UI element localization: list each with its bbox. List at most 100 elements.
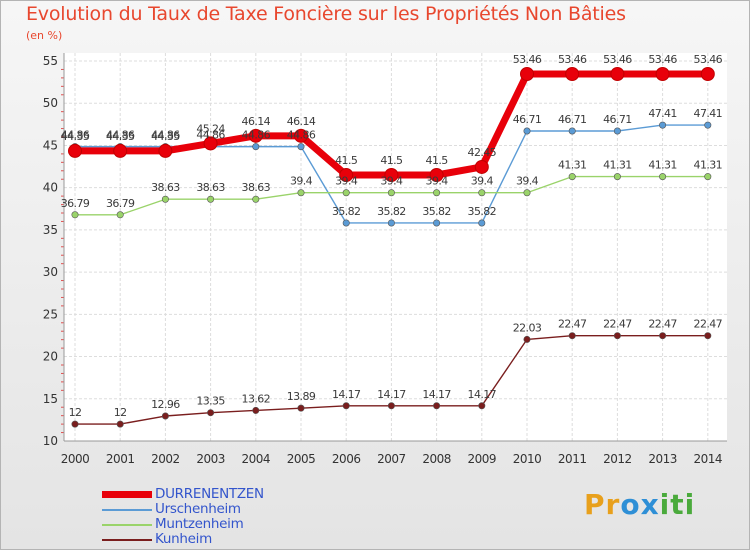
data-point-durrenentzen — [700, 67, 715, 82]
data-label-urschenheim: 44.86 — [242, 129, 271, 142]
data-point-kunheim — [523, 335, 531, 343]
data-label-muntzenheim: 36.79 — [61, 197, 90, 210]
data-label-muntzenheim: 38.63 — [151, 181, 180, 194]
data-label-kunheim: 14.17 — [422, 388, 451, 401]
data-point-muntzenheim — [71, 211, 79, 219]
data-point-muntzenheim — [568, 173, 576, 181]
data-label-kunheim: 13.35 — [196, 395, 225, 408]
data-label-muntzenheim: 41.31 — [603, 159, 632, 172]
data-label-urschenheim: 44.86 — [196, 129, 225, 142]
x-tick-label: 2000 — [61, 452, 90, 466]
data-label-durrenentzen: 44.35 — [61, 130, 90, 143]
y-tick-label: 25 — [43, 307, 58, 321]
data-label-durrenentzen: 53.46 — [513, 53, 542, 66]
data-label-urschenheim: 46.71 — [603, 113, 632, 126]
data-label-muntzenheim: 39.4 — [380, 175, 403, 188]
data-label-urschenheim: 46.71 — [513, 113, 542, 126]
data-label-kunheim: 22.47 — [603, 318, 632, 331]
legend-swatch — [102, 524, 152, 526]
data-label-kunheim: 12 — [114, 406, 127, 419]
data-point-muntzenheim — [433, 189, 441, 197]
y-tick-label: 15 — [43, 392, 58, 406]
x-tick-label: 2012 — [603, 452, 632, 466]
logo-letter: i — [659, 488, 671, 521]
unit-label: (en %) — [26, 29, 63, 42]
data-label-urschenheim: 44.86 — [287, 129, 316, 142]
data-point-muntzenheim — [252, 195, 260, 203]
logo-letter: o — [620, 488, 641, 521]
data-point-durrenentzen — [610, 67, 625, 82]
logo-letter: t — [670, 488, 685, 521]
data-label-muntzenheim: 39.4 — [471, 175, 494, 188]
data-point-urschenheim — [433, 219, 441, 227]
data-label-durrenentzen: 53.46 — [648, 53, 677, 66]
logo-letter: i — [684, 488, 696, 521]
data-point-kunheim — [613, 332, 621, 340]
data-point-muntzenheim — [523, 189, 531, 197]
x-tick-label: 2009 — [468, 452, 497, 466]
data-point-urschenheim — [342, 219, 350, 227]
data-label-durrenentzen: 53.46 — [558, 53, 587, 66]
logo-letter: x — [640, 488, 660, 521]
data-label-durrenentzen: 44.35 — [106, 130, 135, 143]
data-label-urschenheim: 44.86 — [151, 129, 180, 142]
data-label-durrenentzen: 46.14 — [242, 115, 271, 128]
data-label-muntzenheim: 39.4 — [516, 175, 539, 188]
legend-label: Kunheim — [155, 531, 212, 547]
data-label-durrenentzen: 41.5 — [335, 154, 358, 167]
data-label-muntzenheim: 36.79 — [106, 197, 135, 210]
legend-swatch — [102, 509, 152, 511]
data-point-durrenentzen — [474, 159, 489, 174]
logo-letter: P — [584, 488, 606, 521]
data-label-muntzenheim: 39.4 — [290, 175, 313, 188]
data-label-urschenheim: 35.82 — [468, 205, 497, 218]
chart-title: Evolution du Taux de Taxe Foncière sur l… — [26, 3, 626, 25]
y-tick-label: 40 — [43, 181, 58, 195]
x-tick-label: 2007 — [377, 452, 406, 466]
y-tick-label: 30 — [43, 265, 58, 279]
plot-area — [64, 53, 727, 441]
data-label-kunheim: 14.17 — [468, 388, 497, 401]
proxiti-logo: Proxiti — [584, 488, 695, 521]
data-label-urschenheim: 47.41 — [694, 107, 723, 120]
data-label-kunheim: 12 — [69, 406, 82, 419]
data-point-kunheim — [433, 402, 441, 410]
data-point-kunheim — [161, 412, 169, 420]
legend-label: DURRENENTZEN — [155, 486, 264, 502]
x-tick-label: 2003 — [196, 452, 225, 466]
data-point-kunheim — [297, 404, 305, 412]
data-label-kunheim: 22.47 — [694, 318, 723, 331]
data-label-urschenheim: 46.71 — [558, 113, 587, 126]
data-point-kunheim — [71, 420, 79, 428]
legend-label: Muntzenheim — [155, 516, 244, 532]
data-point-kunheim — [342, 402, 350, 410]
x-tick-label: 2011 — [558, 452, 587, 466]
data-point-durrenentzen — [294, 128, 308, 143]
data-label-muntzenheim: 39.4 — [426, 175, 449, 188]
data-label-urschenheim: 47.41 — [648, 107, 677, 120]
x-tick-label: 2014 — [694, 452, 723, 466]
data-point-durrenentzen — [384, 168, 399, 182]
data-label-durrenentzen: 46.14 — [287, 115, 316, 128]
data-label-urschenheim: 35.82 — [422, 205, 451, 218]
data-point-urschenheim — [297, 143, 305, 151]
data-point-durrenentzen — [158, 143, 173, 158]
data-point-muntzenheim — [387, 189, 395, 197]
data-point-urschenheim — [523, 127, 531, 135]
data-point-durrenentzen — [339, 168, 354, 182]
data-label-kunheim: 13.62 — [242, 392, 271, 405]
data-point-urschenheim — [252, 143, 260, 151]
y-tick-label: 20 — [43, 350, 58, 364]
data-label-kunheim: 14.17 — [332, 388, 361, 401]
x-tick-label: 2013 — [648, 452, 677, 466]
data-label-muntzenheim: 41.31 — [558, 159, 587, 172]
data-point-muntzenheim — [342, 189, 350, 197]
data-point-muntzenheim — [659, 173, 667, 181]
data-label-urschenheim: 35.82 — [377, 205, 406, 218]
logo-letter: r — [605, 488, 621, 521]
data-point-kunheim — [207, 409, 215, 417]
data-point-muntzenheim — [207, 195, 215, 203]
data-label-durrenentzen: 44.35 — [151, 130, 180, 143]
data-label-durrenentzen: 42.45 — [468, 146, 497, 159]
